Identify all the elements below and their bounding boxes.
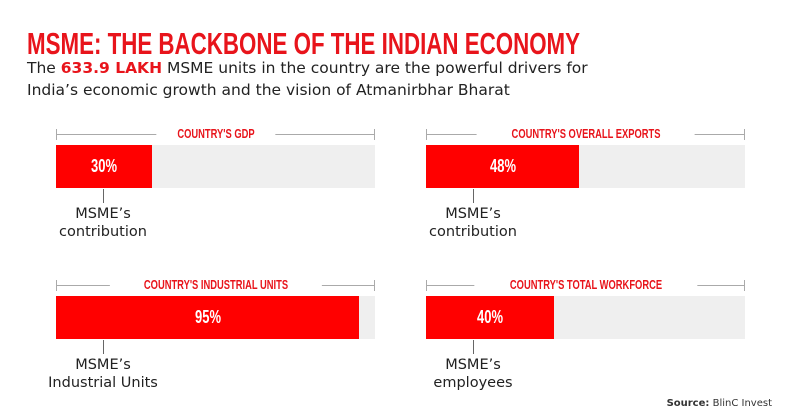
panel-title: COUNTRY'S GDP	[155, 127, 276, 142]
bracket-cap	[426, 280, 427, 291]
bracket-cap	[56, 280, 57, 291]
page-title: MSME: THE BACKBONE OF THE INDIAN ECONOMY	[27, 26, 581, 61]
bracket-cap	[374, 129, 375, 140]
bar-fill: 30%	[56, 145, 152, 188]
panel-title: COUNTRY'S INDUSTRIAL UNITS	[109, 278, 322, 293]
panel-title: COUNTRY'S TOTAL WORKFORCE	[473, 278, 698, 293]
bar-fill: 48%	[426, 145, 580, 188]
source-credit: Source: BlinC Invest	[666, 398, 772, 409]
value-label: 48%	[489, 156, 516, 176]
panel-header: COUNTRY'S OVERALL EXPORTS	[426, 127, 745, 142]
value-label: 30%	[90, 156, 117, 176]
bracket-cap	[744, 280, 745, 291]
panel-title: COUNTRY'S OVERALL EXPORTS	[476, 127, 695, 142]
annotation-tick	[103, 340, 104, 354]
value-label: 95%	[194, 307, 221, 327]
bracket-cap	[426, 129, 427, 140]
annotation: MSME’s contribution	[429, 206, 517, 240]
panel-header: COUNTRY'S GDP	[56, 127, 375, 142]
bar-track: 95%	[56, 296, 375, 339]
annotation: MSME’s contribution	[59, 206, 147, 240]
bar-track: 48%	[426, 145, 745, 188]
bracket-cap	[56, 129, 57, 140]
panel-header: COUNTRY'S INDUSTRIAL UNITS	[56, 278, 375, 293]
subtitle: The 633.9 LAKH MSME units in the country…	[27, 59, 588, 99]
bar-track: 30%	[56, 145, 375, 188]
bar-fill: 95%	[56, 296, 360, 339]
bar-fill: 40%	[426, 296, 554, 339]
annotation-tick	[473, 340, 474, 354]
value-label: 40%	[476, 307, 503, 327]
bracket-cap	[744, 129, 745, 140]
annotation: MSME’s employees	[433, 357, 513, 391]
bar-track: 40%	[426, 296, 745, 339]
panel-header: COUNTRY'S TOTAL WORKFORCE	[426, 278, 745, 293]
bracket-cap	[374, 280, 375, 291]
annotation: MSME’s Industrial Units	[48, 357, 158, 391]
annotation-tick	[473, 189, 474, 203]
annotation-tick	[103, 189, 104, 203]
